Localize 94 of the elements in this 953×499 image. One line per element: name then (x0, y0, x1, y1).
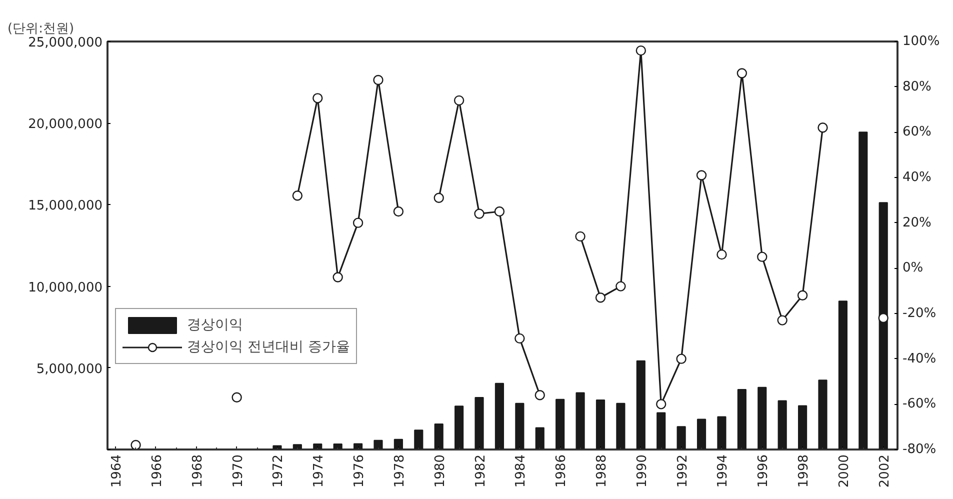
point (656, 399, 666, 410)
point (312, 93, 323, 104)
bar (272, 445, 282, 450)
bar (758, 386, 767, 450)
point (332, 272, 343, 282)
x-tick-label: 1988 (594, 454, 610, 488)
y2-tick-label: 0% (902, 260, 924, 276)
bar (535, 427, 544, 450)
bar (454, 406, 464, 450)
x-tick-label: 1976 (352, 454, 368, 488)
point (636, 45, 646, 56)
point (534, 390, 545, 400)
point (514, 333, 525, 344)
point (595, 292, 606, 303)
legend-label: 경상이익 전년대비 증가율 (187, 338, 350, 356)
x-tick-label: 1980 (432, 454, 448, 488)
x-tick-label: 1970 (230, 454, 246, 488)
y2-tick-label: 60% (902, 124, 932, 140)
point (292, 190, 303, 201)
bar (696, 418, 706, 450)
point (575, 231, 586, 242)
x-tick-label: 2002 (877, 454, 892, 488)
y-tick-label: 15,000,000 (28, 198, 103, 214)
y2-tick-label: 80% (902, 79, 932, 94)
point (757, 252, 768, 262)
bar (636, 360, 646, 450)
y2-tick-label: 20% (902, 215, 932, 230)
point (474, 208, 484, 219)
bar (878, 202, 888, 450)
x-tick-label: 1996 (756, 454, 772, 488)
point (454, 95, 464, 106)
bar (292, 444, 302, 450)
y-tick-label: 5,000,000 (36, 362, 103, 377)
y2-tick-label: -20% (902, 306, 936, 321)
point (736, 68, 748, 78)
x-tick-label: 1990 (634, 454, 650, 488)
point (878, 312, 888, 324)
x-tick-label: 1982 (473, 454, 488, 488)
y-axis-title: (단위:천원) (8, 22, 74, 36)
bar (556, 398, 565, 450)
point (676, 354, 686, 364)
point (393, 206, 404, 217)
bar (737, 388, 746, 450)
bar (576, 392, 585, 450)
point (352, 218, 364, 228)
x-tick-label: 1998 (796, 454, 812, 488)
point (130, 440, 141, 450)
y2-tick-label: -40% (902, 351, 936, 366)
point (494, 206, 505, 217)
bar (858, 132, 868, 450)
bar (616, 402, 626, 450)
x-tick-label: 1974 (312, 454, 327, 488)
bar (494, 382, 504, 450)
y2-tick-label: -80% (902, 442, 936, 457)
bar (414, 430, 424, 450)
bar (818, 380, 828, 450)
bar (778, 400, 787, 450)
bar (434, 424, 444, 450)
point (434, 192, 444, 203)
bar (656, 412, 666, 450)
point (696, 170, 707, 180)
x-tick-label: 1994 (716, 454, 731, 488)
point (616, 281, 626, 292)
bar (838, 300, 848, 450)
y2-tick-label: 100% (902, 34, 940, 49)
bar (798, 405, 808, 450)
point (232, 392, 242, 402)
y2-tick-label: -60% (902, 396, 936, 412)
x-tick-label: 1972 (271, 454, 286, 488)
legend-label: 경상이익 (187, 316, 243, 334)
point (818, 122, 828, 133)
bar (374, 440, 383, 450)
bar (717, 416, 726, 450)
point (373, 74, 384, 86)
x-tick-label: 1992 (675, 454, 690, 488)
point (777, 315, 788, 326)
x-tick-label: 1966 (150, 454, 165, 488)
x-tick-label: 2000 (836, 454, 852, 488)
point (797, 290, 808, 300)
y2-tick-label: 40% (902, 170, 932, 185)
y-tick-label: 10,000,000 (28, 280, 103, 296)
x-tick-label: 1968 (190, 454, 206, 488)
bar (596, 400, 606, 450)
y-tick-label: 20,000,000 (28, 117, 103, 132)
x-tick-label: 1964 (110, 454, 125, 488)
x-tick-label: 1986 (554, 454, 570, 488)
bar (394, 438, 403, 450)
y-tick-label: 25,000,000 (28, 36, 103, 50)
x-tick-label: 1984 (514, 454, 529, 488)
point (716, 249, 727, 260)
bar (474, 396, 484, 450)
bar (515, 402, 524, 450)
x-tick-label: 1978 (392, 454, 408, 488)
bar (676, 426, 686, 450)
